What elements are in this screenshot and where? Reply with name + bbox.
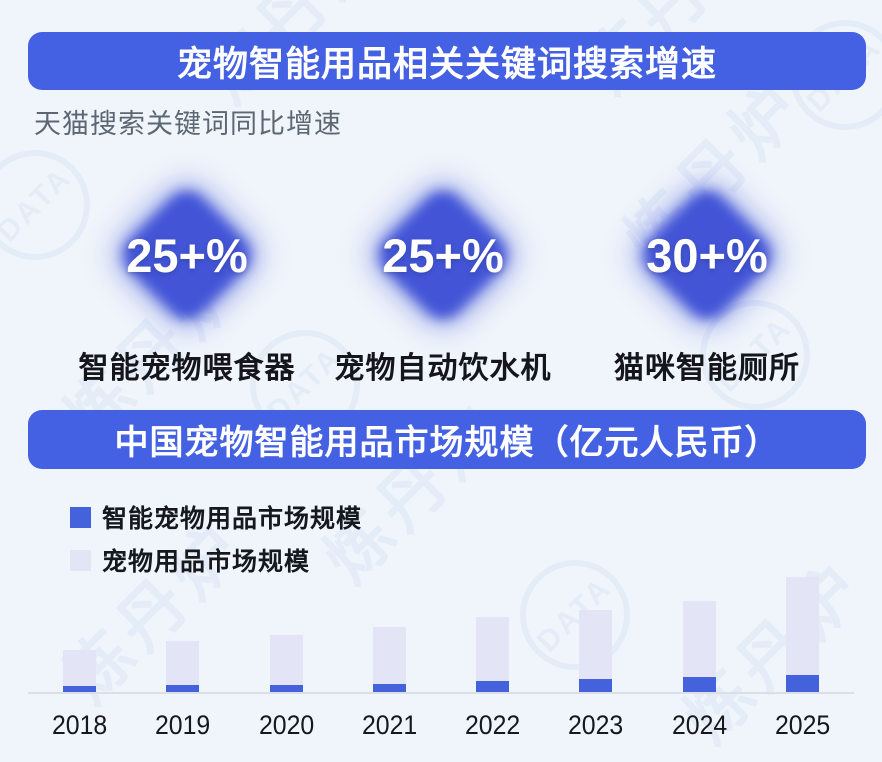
bar-stack [682, 601, 716, 692]
legend-item-total: 宠物用品市场规模 [70, 547, 362, 576]
stat-smart-litter-box: 30+% 猫咪智能厕所 [572, 180, 842, 387]
bar-segment-smart [269, 685, 303, 692]
bar-chart [28, 577, 854, 692]
x-axis-labels: 2018 2019 2020 2021 2022 2023 2024 2025 [28, 710, 854, 741]
legend-item-smart: 智能宠物用品市场规模 [70, 504, 362, 533]
legend-swatch-smart [70, 506, 91, 528]
bar-stack [166, 641, 200, 692]
bar-segment-smart [579, 679, 613, 692]
section2-title: 中国宠物智能用品市场规模（亿元人民币） [114, 424, 780, 462]
x-axis-label: 2018 [51, 710, 108, 740]
stat-value: 30+% [646, 228, 768, 282]
bar-group [751, 577, 854, 692]
stat-label: 宠物自动饮水机 [334, 352, 552, 385]
bar-segment-pet-total [63, 650, 97, 686]
growth-stats-row: 25+% 智能宠物喂食器 25+% 宠物自动饮水机 30+% 猫咪智能厕所 [0, 180, 882, 385]
section2-title-banner: 中国宠物智能用品市场规模（亿元人民币） [28, 410, 866, 469]
bar-stack [372, 627, 406, 692]
bar-group [131, 641, 234, 692]
bar-stack [476, 617, 510, 692]
stat-label: 智能宠物喂食器 [78, 352, 296, 385]
section1-title-banner: 宠物智能用品相关关键词搜索增速 [28, 32, 866, 90]
x-axis-line [28, 692, 854, 694]
bar-group [338, 627, 441, 692]
x-axis-label: 2025 [774, 710, 831, 740]
bar-group [235, 635, 338, 692]
stat-diamond-wrap: 30+% [632, 180, 782, 330]
legend-label: 智能宠物用品市场规模 [102, 505, 363, 533]
chart-legend: 智能宠物用品市场规模 宠物用品市场规模 [70, 504, 362, 590]
bar-stack [579, 610, 613, 692]
x-axis-label: 2024 [671, 710, 727, 740]
bar-segment-pet-total [269, 635, 303, 685]
stat-value: 25+% [126, 228, 248, 282]
bar-segment-smart [372, 684, 406, 692]
x-axis-label: 2023 [568, 710, 624, 740]
section1-title: 宠物智能用品相关关键词搜索增速 [176, 44, 717, 84]
bar-segment-pet-total [476, 617, 510, 681]
bar-stack [269, 635, 303, 692]
bar-segment-pet-total [166, 641, 200, 685]
chart-subtitle: 天猫搜索关键词同比增速 [34, 109, 342, 139]
bar-segment-pet-total [682, 601, 716, 677]
stat-smart-feeder: 25+% 智能宠物喂食器 [52, 180, 322, 387]
bar-segment-smart [682, 677, 716, 692]
bar-group [544, 610, 647, 692]
bar-segment-pet-total [785, 577, 819, 675]
bar-segment-pet-total [372, 627, 406, 684]
bar-segment-pet-total [579, 610, 613, 679]
stat-diamond-wrap: 25+% [368, 180, 518, 330]
bar-group [28, 650, 131, 692]
x-axis-label: 2020 [258, 710, 314, 740]
x-axis-label: 2022 [464, 710, 521, 740]
bar-segment-smart [785, 675, 819, 692]
legend-label: 宠物用品市场规模 [102, 548, 311, 576]
bar-stack [63, 650, 97, 692]
bar-stack [785, 577, 819, 692]
legend-swatch-total [70, 549, 91, 571]
bar-group [441, 617, 544, 692]
stat-value: 25+% [382, 228, 504, 282]
x-axis-label: 2019 [155, 710, 211, 740]
stat-diamond-wrap: 25+% [112, 180, 262, 330]
bar-segment-smart [63, 686, 97, 692]
x-axis-label: 2021 [361, 710, 418, 740]
stat-label: 猫咪智能厕所 [614, 352, 800, 385]
bar-segment-smart [476, 681, 510, 692]
bar-group [648, 601, 751, 692]
bar-segment-smart [166, 685, 200, 692]
stat-water-dispenser: 25+% 宠物自动饮水机 [308, 180, 578, 387]
